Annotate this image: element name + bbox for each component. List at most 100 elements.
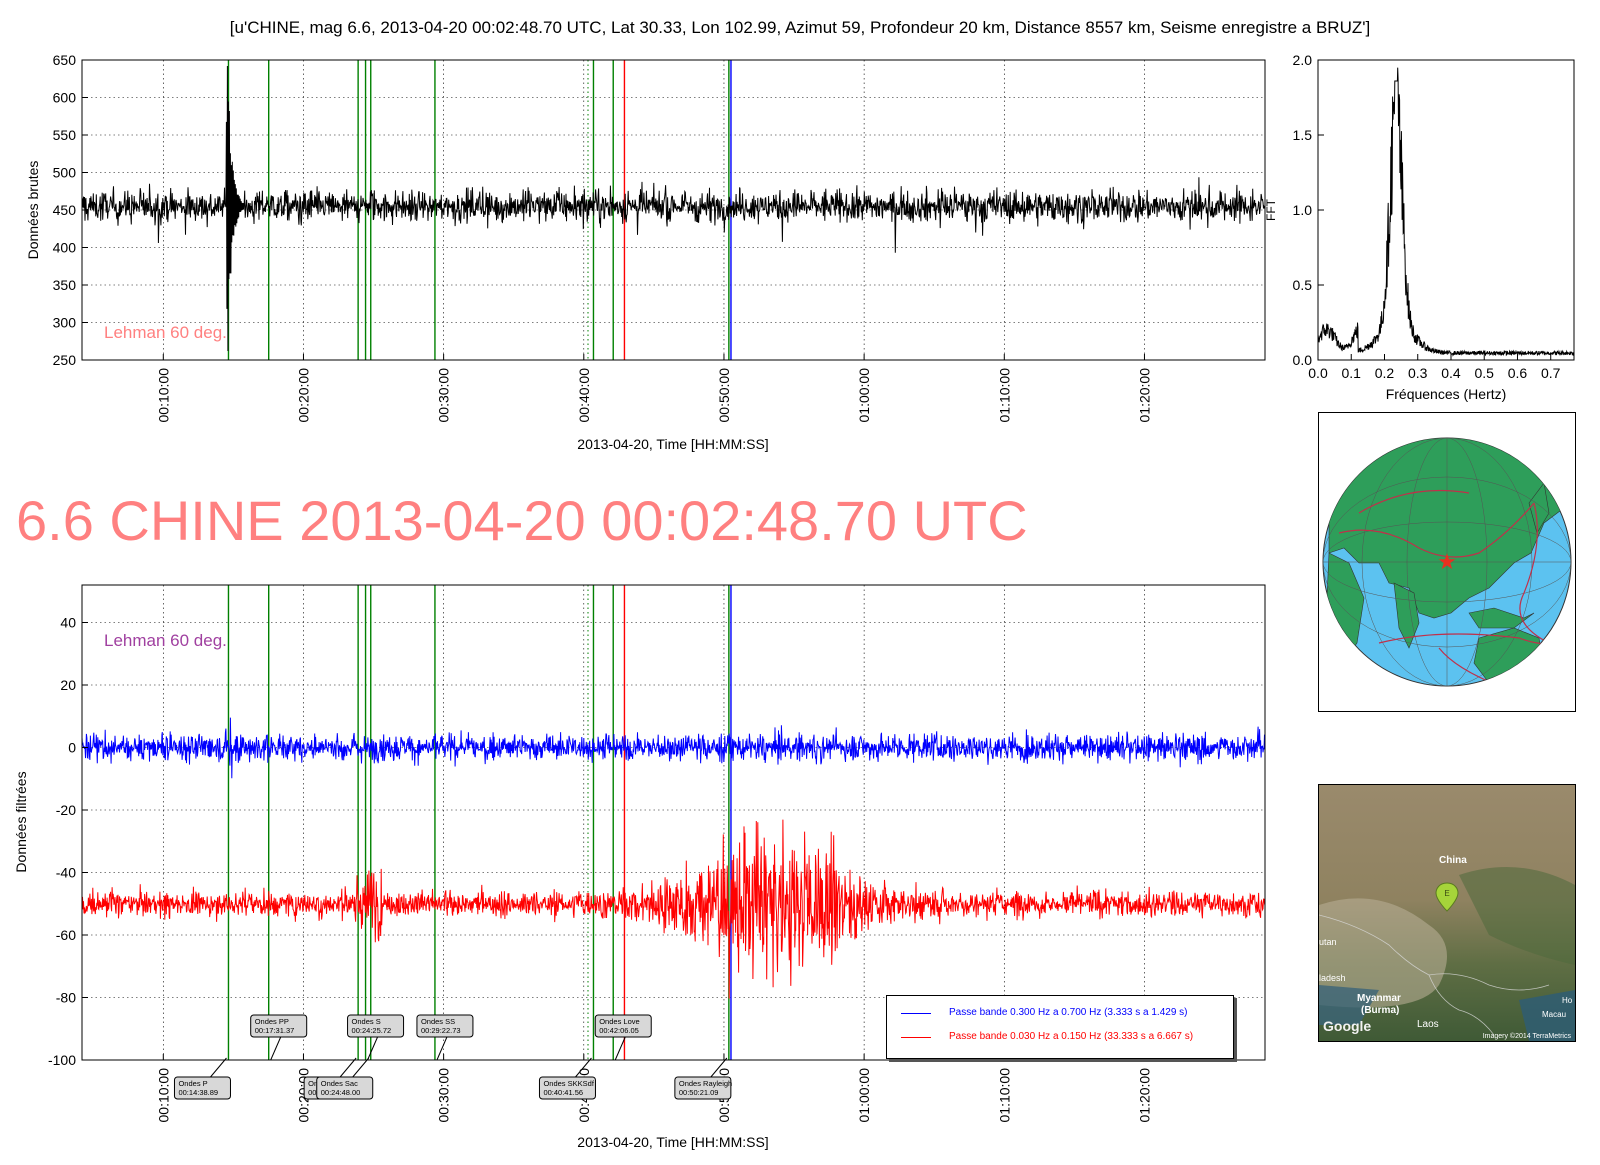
y-tick-label: 650 xyxy=(53,52,77,68)
legend-label-high-band: Passe bande 0.300 Hz a 0.700 Hz (3.333 s… xyxy=(949,1007,1188,1018)
spectrum-x-tick-label: 0.6 xyxy=(1508,365,1528,381)
spectrum-x-tick-label: 0.4 xyxy=(1441,365,1461,381)
y-tick-label: 0 xyxy=(68,740,76,756)
satellite-map: China utan ladesh Myanmar (Burma) Laos H… xyxy=(1319,785,1575,1041)
y-tick-label: -20 xyxy=(56,802,76,818)
spectrum-x-axis-label: Fréquences (Hertz) xyxy=(1386,386,1507,402)
spectrum-y-tick-label: 1.0 xyxy=(1293,202,1313,218)
globe-map-panel: ★ xyxy=(1318,412,1576,712)
filtered-low-band-line xyxy=(81,819,1266,999)
legend-label-low-band: Passe bande 0.030 Hz a 0.150 Hz (33.333 … xyxy=(949,1031,1194,1042)
y-tick-label: -100 xyxy=(48,1052,76,1068)
y-tick-label: 600 xyxy=(53,90,77,106)
x-tick-label: 01:20:00 xyxy=(1136,368,1152,423)
phase-name: Ondes SS xyxy=(421,1017,455,1026)
spectrum-panel: 0.0 0.5 1.0 1.5 2.0 0.0 0.1 0.2 0.3 0.4 0.5 0.6 0.7… xyxy=(1264,52,1575,402)
y-tick-label: -60 xyxy=(56,927,76,943)
raw-trace-line xyxy=(81,65,1266,352)
phase-name: Ondes Rayleigh xyxy=(679,1079,732,1088)
phase-arrow xyxy=(614,1036,626,1061)
x-tick-label: 00:30:00 xyxy=(436,368,452,423)
phase-time: 00:50:21.09 xyxy=(679,1088,719,1097)
filtered-axes-frame xyxy=(81,584,1266,1061)
x-tick-label: 00:20:00 xyxy=(295,368,311,423)
y-tick-label: 550 xyxy=(53,127,77,143)
x-tick-label: 01:20:00 xyxy=(1136,1068,1152,1123)
map-label-laos: Laos xyxy=(1417,1019,1439,1030)
filtered-x-axis-label: 2013-04-20, Time [HH:MM:SS] xyxy=(577,1134,768,1150)
x-tick-label: 00:10:00 xyxy=(155,368,171,423)
phase-label-box xyxy=(316,1076,374,1100)
phase-arrow xyxy=(575,1057,592,1078)
spectrum-axes-frame xyxy=(1317,59,1575,361)
globe-map: ★ xyxy=(1322,437,1572,687)
x-tick-label: 00:30:00 xyxy=(436,1068,452,1123)
filtered-y-ticks: -100 -80 -60 -40 -20 0 20 40 xyxy=(48,615,88,1068)
y-tick-label: -80 xyxy=(56,990,76,1006)
raw-y-ticks: 250 300 350 400 450 500 550 600 650 xyxy=(53,52,88,368)
spectrum-x-tick-label: 0.7 xyxy=(1541,365,1561,381)
phase-name: Ondes SKKSdf xyxy=(543,1079,594,1088)
phase-time: 00:14:38.89 xyxy=(178,1088,218,1097)
filtered-grid xyxy=(82,585,1265,1060)
phase-label-box xyxy=(347,1014,405,1038)
map-label-bangladesh: ladesh xyxy=(1319,973,1346,983)
y-tick-label: -40 xyxy=(56,865,76,881)
x-tick-label: 00:50:00 xyxy=(716,368,732,423)
map-label-burma: (Burma) xyxy=(1361,1005,1399,1016)
phase-name: Ondes S xyxy=(352,1017,381,1026)
phase-arrow xyxy=(367,1036,379,1061)
phase-time: 00:40:41.56 xyxy=(543,1088,583,1097)
x-tick-label: 01:10:00 xyxy=(996,1068,1012,1123)
map-label-ho: Ho xyxy=(1562,996,1573,1005)
y-tick-label: 300 xyxy=(53,315,77,331)
phase-label-box xyxy=(674,1076,732,1100)
phase-time: 00:24:48.00 xyxy=(321,1088,361,1097)
spectrum-x-tick-label: 0.3 xyxy=(1408,365,1428,381)
map-label-china: China xyxy=(1439,855,1467,866)
figure-title: [u'CHINE, mag 6.6, 2013-04-20 00:02:48.7… xyxy=(229,18,1371,37)
spectrum-y-tick-label: 1.5 xyxy=(1293,127,1313,143)
phase-label: Ondes P00:14:38.89 xyxy=(173,1057,231,1100)
raw-x-ticks: 00:10:00 00:20:00 00:30:00 00:40:00 00:50:00… xyxy=(155,354,1152,423)
raw-x-axis-label: 2013-04-20, Time [HH:MM:SS] xyxy=(577,436,768,452)
y-tick-label: 250 xyxy=(53,352,77,368)
phase-label-box xyxy=(416,1014,474,1038)
phase-name: Ondes P xyxy=(178,1079,207,1088)
phase-label-box xyxy=(250,1014,308,1038)
raw-y-axis-label: Données brutes xyxy=(25,161,41,260)
spectrum-y-tick-label: 0.5 xyxy=(1293,277,1313,293)
spectrum-trace-line xyxy=(1317,67,1575,357)
map-pin-icon: E xyxy=(1435,882,1459,912)
globe-plate-boundaries xyxy=(1338,489,1570,686)
satellite-map-panel: China utan ladesh Myanmar (Burma) Laos H… xyxy=(1318,784,1576,1042)
spectrum-x-tick-label: 0.2 xyxy=(1375,365,1395,381)
x-tick-label: 01:00:00 xyxy=(856,368,872,423)
phase-name: Ondes Sac xyxy=(321,1079,358,1088)
raw-data-panel: 250 300 350 400 450 500 550 600 650 00:10:00 00:2… xyxy=(25,52,1266,452)
raw-annotation: Lehman 60 deg. xyxy=(104,323,227,342)
spectrum-x-ticks: 0.0 0.1 0.2 0.3 0.4 0.5 0.6 0.7 xyxy=(1308,354,1561,381)
phase-time: 00:29:22.73 xyxy=(421,1026,461,1035)
filtered-high-band-line xyxy=(81,717,1266,779)
y-tick-label: 40 xyxy=(60,615,76,631)
phase-label-box xyxy=(173,1076,231,1100)
event-big-title: 6.6 CHINE 2013-04-20 00:02:48.70 UTC xyxy=(16,489,1028,552)
phase-label: Ondes S00:24:25.72 xyxy=(347,1014,405,1061)
x-tick-label: 01:00:00 xyxy=(856,1068,872,1123)
map-credit: Imagery ©2014 TerraMetrics xyxy=(1483,1032,1572,1040)
filtered-legend: Passe bande 0.300 Hz a 0.700 Hz (3.333 s… xyxy=(886,995,1234,1059)
map-label-macau: Macau xyxy=(1542,1010,1566,1019)
phase-arrow xyxy=(339,1057,357,1078)
spectrum-y-ticks: 0.0 0.5 1.0 1.5 2.0 xyxy=(1293,52,1324,368)
map-logo: Google xyxy=(1323,1018,1371,1034)
phase-time: 00:42:06.05 xyxy=(599,1026,639,1035)
phase-time: 00:17:31.37 xyxy=(255,1026,295,1035)
